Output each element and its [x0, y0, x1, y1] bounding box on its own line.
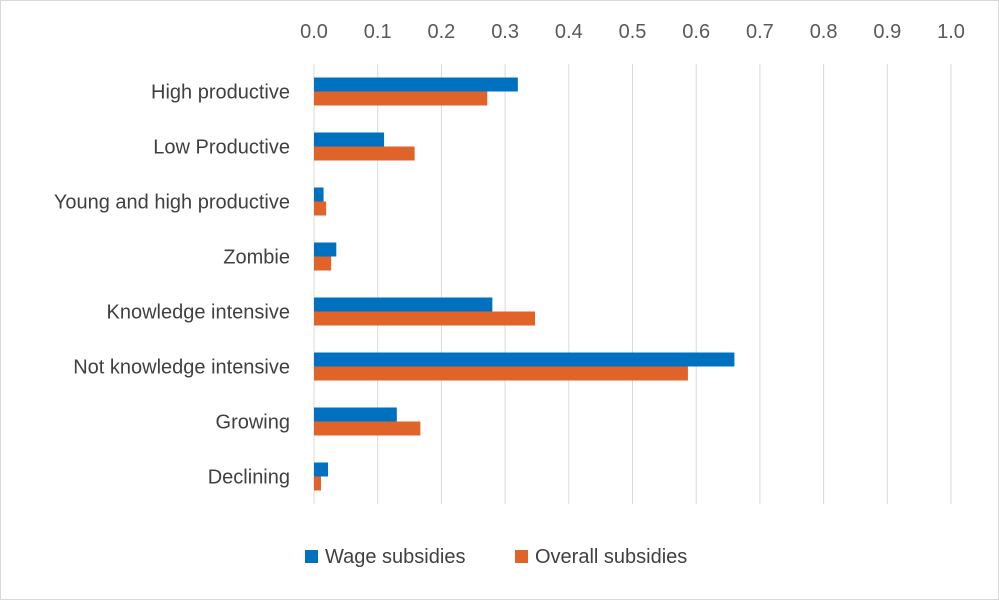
x-tick-label: 0.1	[364, 21, 392, 43]
bar-wage-subsidies	[314, 462, 329, 477]
x-tick-label: 0.8	[810, 21, 838, 43]
legend-label-wage-subsidies: Wage subsidies	[325, 546, 465, 568]
category-label: Low Productive	[153, 137, 290, 159]
bar-wage-subsidies	[314, 352, 735, 367]
x-tick-label: 1.0	[937, 21, 965, 43]
category-label: Not knowledge intensive	[73, 357, 290, 379]
category-label: Young and high productive	[54, 192, 290, 214]
x-tick-label: 0.6	[682, 21, 710, 43]
category-label: High productive	[151, 82, 290, 104]
bar-overall-subsidies	[314, 421, 421, 436]
bar-wage-subsidies	[314, 187, 324, 202]
x-tick-label: 0.5	[619, 21, 647, 43]
x-tick-label: 0.0	[300, 21, 328, 43]
x-tick-label: 0.2	[427, 21, 455, 43]
x-tick-label: 0.4	[555, 21, 583, 43]
bar-overall-subsidies	[314, 91, 488, 106]
category-label: Knowledge intensive	[107, 302, 290, 324]
bar-overall-subsidies	[314, 201, 327, 216]
category-label: Growing	[216, 412, 290, 434]
category-label: Zombie	[223, 247, 290, 269]
bar-overall-subsidies	[314, 476, 322, 491]
x-tick-label: 0.7	[746, 21, 774, 43]
legend-swatch-overall-subsidies	[515, 550, 528, 563]
bar-wage-subsidies	[314, 132, 385, 147]
bar-overall-subsidies	[314, 256, 332, 271]
x-tick-label: 0.3	[491, 21, 519, 43]
x-tick-label: 0.9	[873, 21, 901, 43]
bar-wage-subsidies	[314, 77, 518, 92]
category-label: Declining	[208, 467, 290, 489]
legend-label-overall-subsidies: Overall subsidies	[535, 546, 687, 568]
bar-wage-subsidies	[314, 242, 337, 257]
bar-wage-subsidies	[314, 297, 493, 312]
legend-swatch-wage-subsidies	[305, 550, 318, 563]
bar-overall-subsidies	[314, 311, 536, 326]
bar-overall-subsidies	[314, 146, 415, 161]
bar-wage-subsidies	[314, 407, 397, 422]
bar-overall-subsidies	[314, 366, 688, 381]
